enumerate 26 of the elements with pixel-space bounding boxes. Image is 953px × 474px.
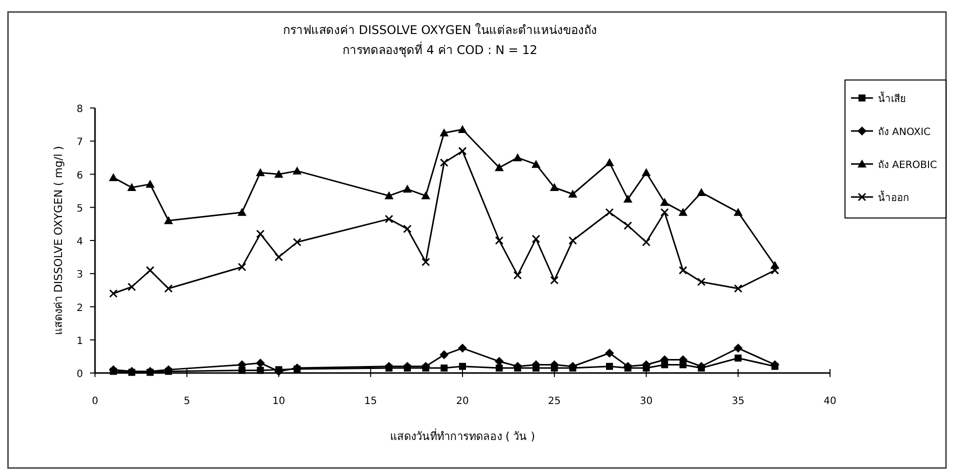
x-tick-label: 25 xyxy=(548,396,561,407)
y-axis-title: แสดงค่า DISSOLVE OXYGEN ( mg/l ) xyxy=(52,146,65,336)
x-tick-label: 0 xyxy=(92,396,98,407)
y-tick-label: 1 xyxy=(76,336,83,347)
y-tick-label: 8 xyxy=(76,104,83,115)
y-tick-label: 5 xyxy=(76,203,83,214)
chart-subtitle: การทดลองชุดที่ 4 ค่า COD : N = 12 xyxy=(342,41,538,58)
y-tick-label: 3 xyxy=(76,270,83,281)
x-tick-label: 15 xyxy=(364,396,377,407)
y-tick-label: 2 xyxy=(76,302,83,314)
y-tick-label: 7 xyxy=(76,137,83,148)
y-tick-label: 4 xyxy=(76,236,83,248)
legend-label: น้ำออก xyxy=(878,190,909,204)
chart-title: กราฟแสดงค่า DISSOLVE OXYGEN ในแต่ละตำแหน่งของถัง xyxy=(282,23,598,37)
y-tick-label: 6 xyxy=(76,170,83,182)
x-tick-label: 10 xyxy=(272,396,286,407)
x-tick-label: 40 xyxy=(824,396,836,407)
legend-label: ถัง ANOXIC xyxy=(878,127,931,138)
x-tick-label: 20 xyxy=(456,396,469,407)
x-axis-title: แสดงวันที่ทำการทดลอง ( วัน ) xyxy=(390,428,536,443)
y-tick-label: 0 xyxy=(76,369,83,380)
x-tick-label: 5 xyxy=(184,396,190,407)
x-tick-label: 30 xyxy=(640,396,653,407)
x-tick-label: 35 xyxy=(732,396,744,407)
legend-label: น้ำเสีย xyxy=(878,91,906,105)
legend-label: ถัง AEROBIC xyxy=(878,160,937,171)
